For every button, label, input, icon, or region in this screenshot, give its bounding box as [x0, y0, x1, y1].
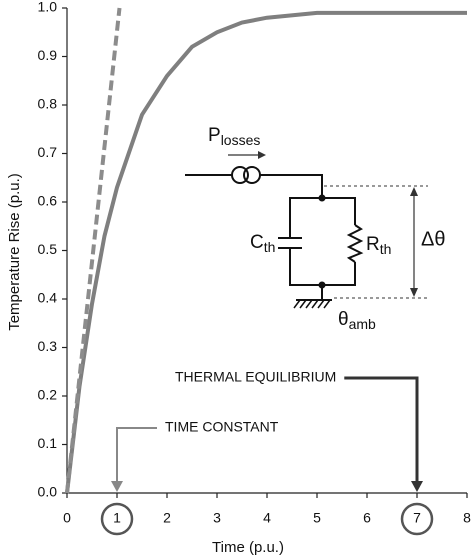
- source-circle: [231, 166, 249, 184]
- x-tick-label: 3: [213, 510, 221, 526]
- ground-hatch: [293, 299, 331, 309]
- arrow-head: [411, 481, 423, 492]
- x-tick-label: 6: [363, 510, 371, 526]
- arrow-head: [410, 187, 418, 196]
- label: R: [366, 234, 380, 255]
- label-sub: amb: [349, 316, 376, 332]
- x-tick-label: 0: [63, 510, 71, 526]
- source-circle: [243, 166, 261, 184]
- label: θ: [338, 309, 349, 330]
- arrow-head: [410, 288, 418, 297]
- wire: [289, 248, 356, 286]
- y-tick-label: 0.8: [38, 96, 58, 112]
- resistor-label: Rth: [366, 234, 391, 257]
- y-tick-label: 0.4: [38, 290, 58, 306]
- y-tick-label: 0.5: [38, 241, 58, 257]
- y-tick-label: 0.3: [38, 338, 58, 354]
- x-tick-label: 4: [263, 510, 271, 526]
- y-tick-label: 0.0: [38, 484, 58, 500]
- x-tick-label: 1: [113, 510, 121, 526]
- annotation-arrow: [116, 427, 157, 483]
- y-tick-label: 0.9: [38, 47, 58, 63]
- x-tick-label: 5: [313, 510, 321, 526]
- circuit: Plosses Cth Rth Δθ θamb: [185, 125, 445, 332]
- node: [318, 194, 326, 202]
- resistor: [346, 224, 364, 263]
- x-axis-title: Time (p.u.): [212, 539, 284, 556]
- y-tick-label: 0.1: [38, 435, 58, 451]
- x-tick-label: 8: [463, 510, 471, 526]
- annotation: THERMAL EQUILIBRIUM: [175, 369, 336, 385]
- tick-highlight: [400, 502, 434, 536]
- label-sub: th: [380, 241, 392, 257]
- label-sub: th: [264, 239, 276, 255]
- source-label: Plosses: [208, 125, 260, 148]
- y-axis-title: Temperature Rise (p.u.): [6, 173, 23, 331]
- annotation: TIME CONSTANT: [165, 419, 279, 435]
- delta-label: Δθ: [421, 228, 445, 250]
- y-tick-label: 1.0: [38, 0, 58, 15]
- data-line: [65, 7, 122, 494]
- label-sub: losses: [221, 132, 261, 148]
- x-tick-label: 2: [163, 510, 171, 526]
- wire: [289, 197, 356, 238]
- arrow-head: [111, 481, 123, 492]
- y-tick-label: 0.7: [38, 144, 58, 160]
- label: P: [208, 125, 221, 146]
- annotation-arrow: [344, 376, 419, 483]
- x-tick-label: 7: [413, 510, 421, 526]
- arrow-head: [258, 151, 266, 159]
- capacitor-label: Cth: [250, 232, 275, 255]
- label: C: [250, 232, 264, 253]
- data-line: [65, 10, 467, 494]
- y-tick-label: 0.6: [38, 193, 58, 209]
- ambient-label: θamb: [338, 309, 376, 332]
- tick-highlight: [100, 502, 134, 536]
- y-tick-label: 0.2: [38, 387, 58, 403]
- wire: [260, 174, 323, 198]
